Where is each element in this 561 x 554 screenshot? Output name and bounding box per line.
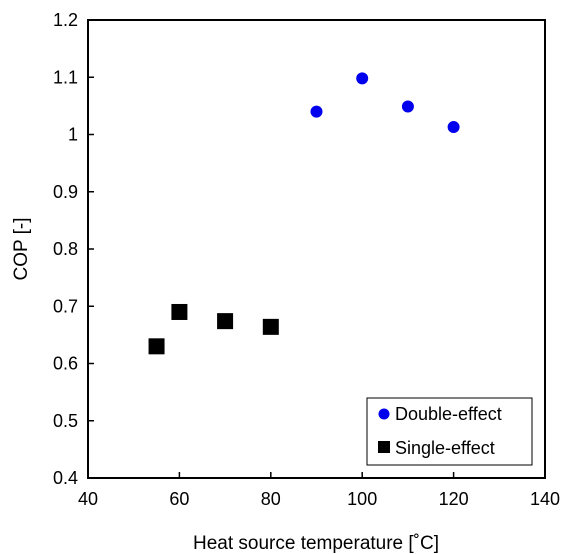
y-axis: 0.4 0.5 0.6 0.7 0.8 0.9 1 1.1 1.2 <box>53 10 94 488</box>
y-tick-label: 1.2 <box>53 10 78 30</box>
y-tick-label: 1 <box>68 125 78 145</box>
data-point-single-effect <box>262 318 279 335</box>
legend-label-double-effect: Double-effect <box>395 404 502 424</box>
data-point-double-effect <box>310 105 323 118</box>
x-tick-label: 80 <box>261 489 281 509</box>
y-tick-label: 0.4 <box>53 468 78 488</box>
x-tick-label: 40 <box>78 489 98 509</box>
legend-label-single-effect: Single-effect <box>395 438 495 458</box>
y-axis-label: COP [-] <box>11 218 32 281</box>
x-tick-label: 140 <box>530 489 560 509</box>
legend-marker-single-effect <box>378 441 390 453</box>
data-point-double-effect <box>447 121 460 134</box>
y-tick-label: 0.5 <box>53 411 78 431</box>
x-tick-label: 60 <box>169 489 189 509</box>
x-axis-label: Heat source temperature [˚C] <box>193 533 439 554</box>
x-axis: 40 60 80 100 120 140 <box>78 472 560 509</box>
data-point-double-effect <box>401 100 414 113</box>
x-tick-label: 120 <box>439 489 469 509</box>
y-tick-label: 0.8 <box>53 239 78 259</box>
legend-marker-double-effect <box>378 408 390 420</box>
y-tick-label: 0.6 <box>53 354 78 374</box>
y-tick-label: 0.7 <box>53 296 78 316</box>
data-point-single-effect <box>217 313 234 330</box>
y-tick-label: 1.1 <box>53 67 78 87</box>
y-tick-label: 0.9 <box>53 182 78 202</box>
data-point-single-effect <box>148 338 165 355</box>
data-point-double-effect <box>356 72 369 85</box>
data-point-single-effect <box>171 303 188 320</box>
x-tick-label: 100 <box>347 489 377 509</box>
legend: Double-effect Single-effect <box>366 397 533 466</box>
legend-box <box>366 397 533 466</box>
data-points <box>148 72 460 355</box>
